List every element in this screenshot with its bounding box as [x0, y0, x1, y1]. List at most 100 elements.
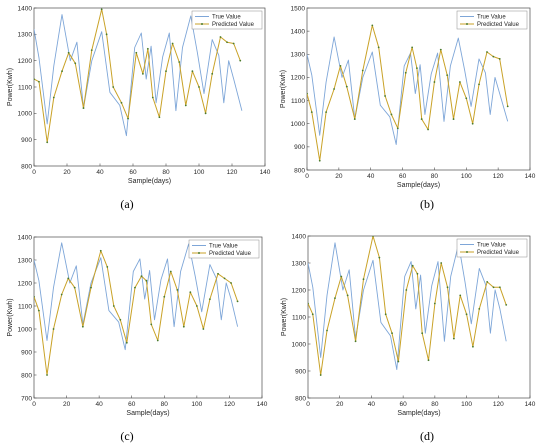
- x-tick-label: 0: [32, 401, 36, 408]
- plot-frame: [33, 7, 266, 167]
- y-tick-label: 1000: [292, 341, 307, 348]
- y-tick-label: 900: [21, 137, 32, 144]
- predicted-point: [427, 128, 429, 131]
- predicted-point: [99, 249, 102, 252]
- predicted-point: [156, 339, 159, 342]
- predicted-point: [52, 96, 55, 99]
- x-tick-label: 100: [191, 401, 202, 408]
- predicted-point: [390, 113, 393, 116]
- y-tick-label: 1400: [292, 233, 307, 240]
- predicted-point: [498, 286, 501, 289]
- predicted-point: [67, 51, 70, 54]
- y-tick-label: 1100: [18, 303, 32, 310]
- predicted-point: [184, 104, 187, 107]
- predicted-point: [61, 70, 63, 73]
- predicted-point: [37, 309, 40, 312]
- predicted-point: [60, 293, 63, 296]
- y-tick-label: 800: [21, 163, 32, 170]
- y-tick-label: 1300: [291, 52, 306, 59]
- predicted-point: [119, 318, 122, 321]
- predicted-point: [318, 159, 321, 162]
- predicted-point: [478, 83, 480, 86]
- y-axis-label: Power(Kwh): [7, 68, 14, 106]
- predicted-point: [135, 51, 138, 54]
- predicted-point: [378, 256, 381, 259]
- x-tick-label: 20: [336, 401, 344, 408]
- predicted-point: [333, 88, 335, 90]
- predicted-point: [411, 46, 414, 49]
- predicted-point: [146, 47, 149, 50]
- predicted-point: [120, 101, 123, 104]
- legend-label: Predicted Value: [209, 251, 252, 257]
- legend-label: Predicted Value: [212, 22, 255, 28]
- predicted-point: [486, 281, 489, 283]
- predicted-point: [371, 24, 374, 27]
- x-tick-label: 0: [305, 173, 309, 180]
- x-tick-label: 140: [257, 401, 268, 408]
- predicted-point: [198, 86, 200, 88]
- predicted-point: [498, 58, 501, 60]
- predicted-point: [334, 297, 336, 299]
- legend-label: True Value: [209, 244, 238, 250]
- y-tick-label: 1300: [18, 257, 33, 264]
- predicted-point: [465, 313, 468, 316]
- predicted-point: [465, 97, 468, 100]
- predicted-point: [478, 308, 481, 310]
- y-tick-label: 1000: [18, 326, 33, 333]
- predicted-point: [142, 72, 144, 75]
- predicted-point: [204, 112, 207, 115]
- y-tick-label: 900: [295, 368, 306, 375]
- x-tick-label: 20: [335, 173, 343, 180]
- legend-label: Predicted Value: [477, 250, 520, 256]
- predicted-point: [396, 127, 399, 130]
- y-tick-label: 1200: [18, 280, 33, 287]
- legend-marker: [198, 252, 200, 254]
- predicted-point: [446, 286, 449, 289]
- y-tick-label: 1400: [18, 5, 33, 12]
- y-axis-label: Power(Kwh): [280, 70, 287, 108]
- x-axis-label: Sample(days): [397, 182, 440, 189]
- predicted-point: [100, 8, 103, 11]
- predicted-point: [340, 275, 343, 278]
- legend-marker: [201, 23, 203, 25]
- series-line-true-value: [34, 242, 239, 351]
- predicted-point: [202, 328, 205, 330]
- predicted-point: [125, 341, 128, 344]
- predicted-point: [391, 332, 393, 335]
- x-axis-label: Sample(days): [128, 178, 171, 185]
- predicted-point: [195, 305, 198, 307]
- y-axis-label: Power(Kwh): [7, 298, 14, 336]
- legend-label: Predicted Value: [477, 22, 520, 28]
- predicted-point: [230, 282, 232, 284]
- predicted-point: [416, 272, 419, 275]
- predicted-point: [492, 55, 495, 58]
- predicted-point: [140, 275, 143, 277]
- legend-box: [188, 239, 260, 259]
- chart-panel-b: 0 20 40 60 80 100 120 140 800 900 1000 1100 1200 1300…: [280, 5, 536, 211]
- predicted-point: [505, 303, 508, 306]
- x-axis-label: Sample(days): [126, 410, 169, 417]
- x-tick-label: 20: [63, 401, 71, 408]
- x-tick-label: 120: [224, 401, 235, 408]
- y-tick-label: 800: [21, 372, 32, 379]
- panel-caption: (c): [120, 429, 133, 443]
- predicted-point: [384, 313, 387, 316]
- x-tick-label: 60: [399, 173, 407, 180]
- y-tick-label: 1000: [18, 111, 33, 118]
- predicted-point: [433, 81, 436, 83]
- predicted-point: [219, 36, 222, 38]
- legend-box: [456, 238, 528, 258]
- x-tick-label: 100: [461, 173, 472, 180]
- chart-panel-a: 0 20 40 60 80 100 120 140 800 900 1000 1100 1200 1300…: [7, 5, 271, 211]
- x-tick-label: 140: [260, 169, 271, 176]
- x-tick-label: 0: [32, 169, 36, 176]
- x-tick-label: 0: [306, 401, 310, 408]
- y-tick-label: 800: [295, 395, 306, 402]
- predicted-point: [339, 64, 342, 67]
- y-axis-label: Power(Kwh): [281, 298, 288, 336]
- predicted-point: [326, 329, 328, 332]
- predicted-point: [353, 118, 356, 120]
- x-tick-label: 80: [431, 173, 439, 180]
